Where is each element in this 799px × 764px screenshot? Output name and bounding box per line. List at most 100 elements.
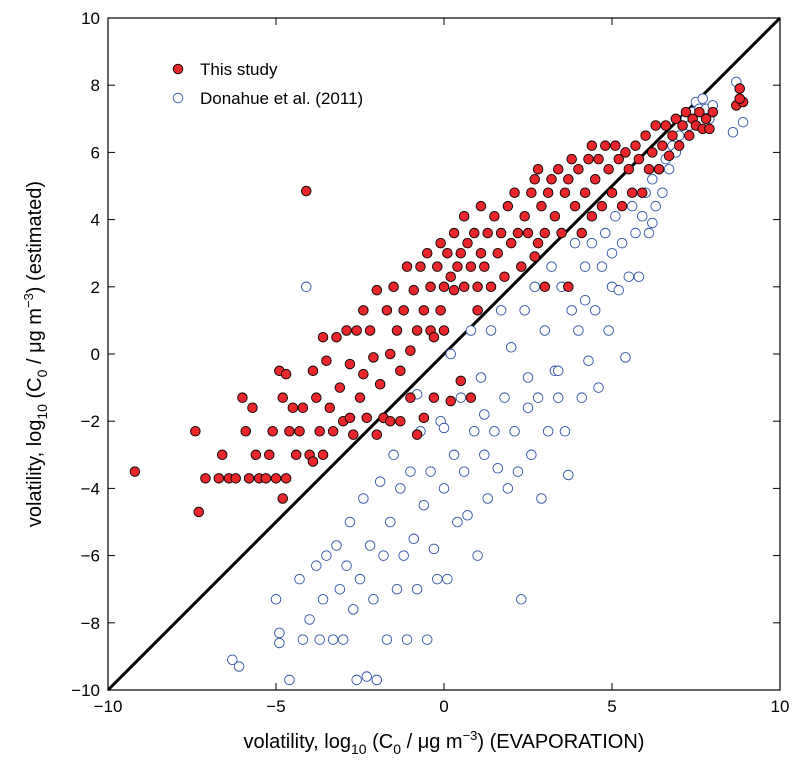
- data-point: [405, 466, 416, 477]
- data-point: [556, 227, 567, 239]
- data-point: [563, 469, 574, 481]
- data-point: [458, 466, 470, 477]
- data-point: [677, 120, 688, 131]
- data-point: [368, 352, 379, 363]
- data-point: [489, 210, 500, 222]
- data-point: [391, 325, 403, 336]
- data-point: [569, 237, 581, 249]
- data-point: [200, 473, 211, 484]
- data-point: [596, 261, 608, 272]
- data-point: [425, 281, 436, 293]
- data-point: [593, 153, 604, 165]
- data-point: [277, 493, 288, 504]
- data-point: [317, 331, 329, 343]
- data-point: [579, 187, 591, 198]
- data-point: [573, 163, 584, 175]
- data-point: [344, 358, 356, 370]
- data-point: [448, 449, 460, 461]
- data-point: [230, 473, 241, 484]
- data-point: [468, 426, 480, 437]
- data-point: [620, 352, 631, 363]
- data-point: [563, 174, 574, 185]
- legend-marker-donahue: [172, 92, 184, 104]
- data-point: [737, 116, 749, 128]
- data-point: [603, 163, 614, 175]
- data-point: [566, 153, 577, 165]
- data-point: [472, 281, 483, 293]
- data-point: [610, 140, 621, 151]
- data-point: [499, 392, 510, 403]
- x-tick-label: 5: [607, 697, 616, 716]
- data-point: [670, 113, 682, 125]
- x-tick-label: 0: [439, 697, 448, 716]
- data-point: [532, 392, 544, 403]
- x-axis-title: volatility, log10 (C0 / μg m−3) (EVAPORA…: [244, 728, 645, 757]
- data-point: [519, 305, 530, 316]
- data-point: [297, 634, 309, 645]
- data-point: [274, 627, 285, 639]
- data-point: [485, 325, 497, 336]
- data-point: [613, 153, 624, 165]
- data-point: [633, 153, 645, 165]
- data-point: [321, 355, 332, 366]
- data-point: [445, 395, 456, 407]
- data-point: [374, 476, 386, 487]
- data-point: [438, 325, 450, 336]
- data-point: [391, 583, 403, 595]
- data-point: [700, 113, 712, 125]
- data-point: [341, 560, 352, 571]
- data-point: [371, 284, 383, 296]
- data-point: [432, 573, 443, 585]
- data-point: [411, 325, 423, 336]
- data-point: [475, 372, 487, 383]
- y-tick-label: 6: [91, 143, 100, 162]
- data-point: [505, 342, 517, 353]
- data-point: [727, 126, 739, 138]
- data-point: [264, 449, 275, 461]
- data-point: [411, 429, 423, 440]
- data-point: [442, 573, 453, 585]
- data-point: [334, 583, 346, 595]
- data-point: [552, 163, 564, 175]
- data-point: [361, 412, 372, 424]
- data-point: [415, 261, 426, 272]
- legend: This study Donahue et al. (2011): [172, 60, 363, 108]
- data-point: [663, 163, 675, 175]
- data-point: [465, 392, 477, 403]
- data-point: [321, 550, 332, 561]
- data-point: [438, 483, 450, 494]
- data-point: [129, 466, 141, 477]
- data-point: [445, 348, 456, 360]
- data-point: [341, 325, 352, 336]
- data-point: [559, 426, 571, 437]
- data-point: [435, 305, 446, 316]
- data-point: [358, 493, 369, 504]
- data-point: [348, 429, 359, 440]
- data-point: [190, 426, 201, 437]
- data-point: [600, 140, 611, 151]
- data-point: [482, 227, 493, 239]
- data-point: [552, 392, 564, 403]
- data-point: [395, 415, 406, 427]
- data-point: [425, 466, 436, 477]
- data-point: [633, 271, 645, 282]
- data-point: [344, 412, 356, 424]
- data-point: [630, 227, 641, 239]
- data-point: [358, 368, 369, 380]
- data-point: [539, 281, 551, 293]
- data-point: [395, 483, 406, 494]
- data-point: [401, 261, 413, 272]
- data-point: [657, 187, 668, 198]
- data-point: [529, 281, 540, 293]
- data-point: [277, 392, 288, 403]
- data-point: [684, 130, 695, 141]
- data-point: [465, 325, 477, 336]
- data-point: [626, 200, 638, 212]
- data-point: [398, 550, 409, 561]
- data-point: [647, 147, 658, 158]
- data-point: [519, 210, 530, 222]
- data-point: [549, 210, 561, 222]
- data-point: [290, 449, 302, 461]
- y-tick-label: −4: [81, 479, 100, 498]
- data-point: [734, 83, 745, 94]
